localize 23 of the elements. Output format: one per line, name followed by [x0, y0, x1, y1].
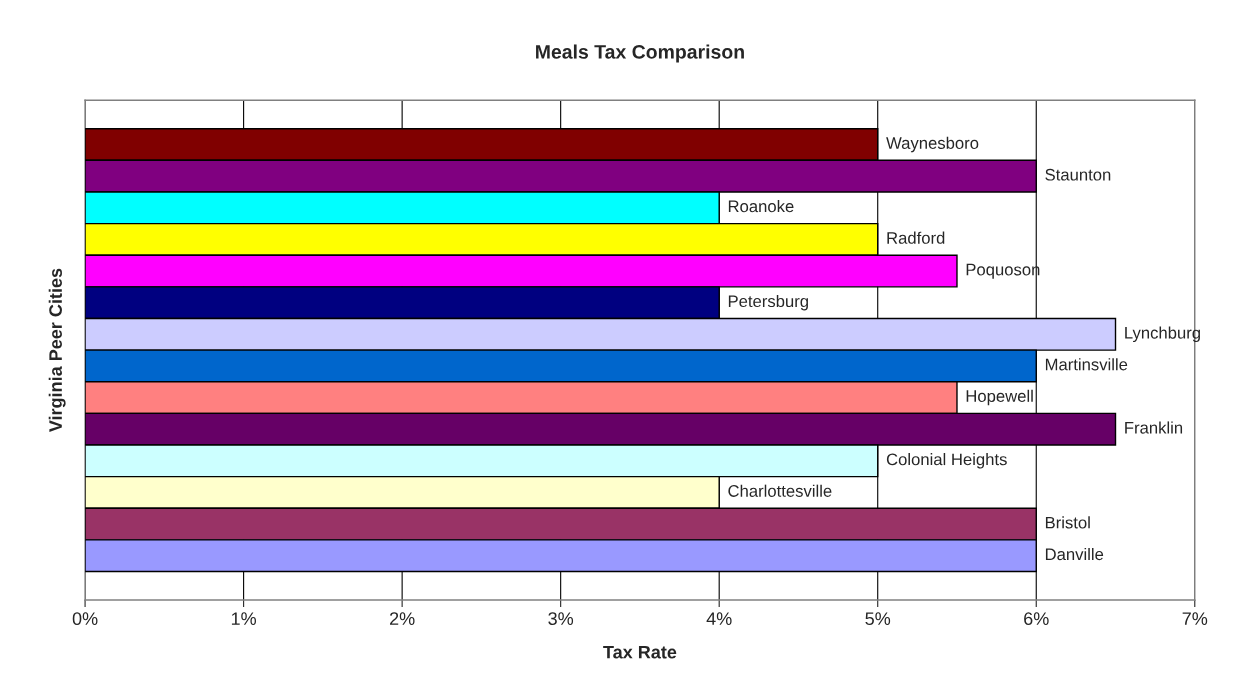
x-axis-title: Tax Rate	[603, 645, 677, 659]
y-axis-title: Virginia Peer Cities	[48, 268, 66, 433]
x-tick-label: 7%	[1182, 612, 1208, 625]
y-tick-label: Franklin	[1125, 421, 1183, 434]
chart-title: Meals Tax Comparison	[536, 44, 744, 63]
x-tick-label: 6%	[1024, 612, 1049, 626]
y-tick-label: Hopewell	[966, 389, 1033, 406]
x-tick-label: 1%	[231, 612, 257, 625]
y-tick-label: Petersburg	[728, 294, 808, 311]
y-tick-label: Bristol	[1045, 516, 1090, 529]
x-tick-label: 2%	[389, 612, 415, 625]
x-tick-label: 5%	[865, 612, 891, 626]
y-tick-label: Radford	[887, 231, 945, 244]
y-tick-label: Charlottesville	[728, 484, 832, 497]
y-tick-label: Danville	[1045, 547, 1104, 561]
y-tick-label: Roanoke	[728, 199, 794, 213]
y-tick-label: Colonial Heights	[886, 453, 1007, 469]
x-tick-label: 4%	[706, 612, 732, 625]
y-tick-label: Waynesboro	[886, 136, 979, 153]
x-tick-label: 0%	[72, 612, 98, 626]
y-tick-label: Staunton	[1045, 168, 1111, 181]
x-tick-label: 3%	[548, 612, 574, 626]
y-tick-label: Martinsville	[1045, 358, 1128, 371]
